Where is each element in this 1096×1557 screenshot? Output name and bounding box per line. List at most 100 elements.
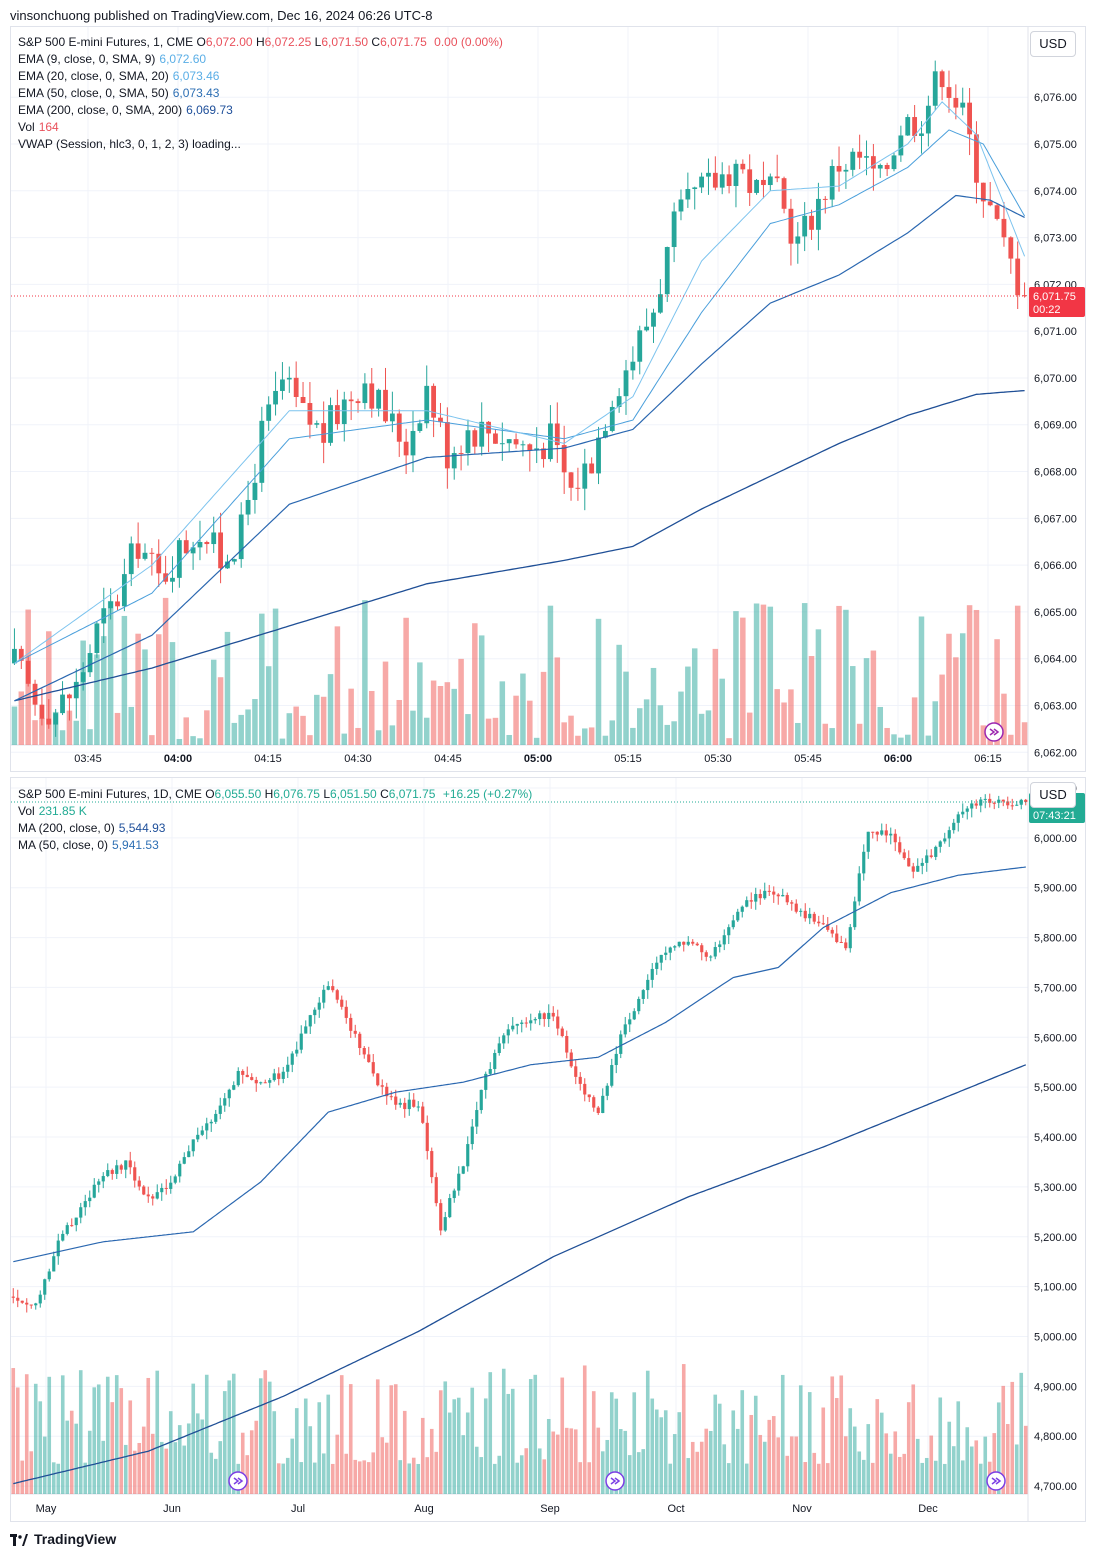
volume-bar (1008, 734, 1014, 745)
legend-vol[interactable]: Vol (18, 804, 35, 818)
volume-bar (78, 1370, 83, 1494)
volume-bar (485, 718, 492, 745)
volume-bar (821, 1407, 826, 1494)
legend-low: 6,051.50 (330, 787, 377, 801)
volume-bar (650, 667, 657, 745)
candle-body (369, 383, 375, 409)
candle-body (38, 1294, 42, 1304)
candle-body (970, 803, 974, 809)
volume-bar (713, 1394, 718, 1494)
intraday-chart-panel[interactable]: 6,062.00 6,063.00 6,064.00 6,065.00 6,066.00… (10, 26, 1086, 772)
volume-bar (704, 1428, 709, 1494)
volume-bar (803, 1462, 808, 1494)
volume-bar (762, 1441, 767, 1494)
volume-bar (155, 634, 162, 745)
candle-body (785, 895, 789, 903)
legend-ema9[interactable]: EMA (9, close, 0, SMA, 9) (18, 52, 156, 66)
volume-bar (254, 1420, 259, 1494)
legend-ema50[interactable]: EMA (50, close, 0, SMA, 50) (18, 86, 169, 100)
volume-bar (947, 1421, 952, 1494)
candle-body (817, 921, 821, 924)
volume-bar (317, 1402, 322, 1494)
candle-body (151, 1196, 155, 1199)
x-tick-label: 04:15 (254, 753, 282, 765)
x-tick-label: Oct (667, 1503, 684, 1515)
candle-body (568, 472, 574, 488)
candle-body (870, 156, 876, 169)
volume-bar (546, 1418, 551, 1494)
volume-bar (353, 1459, 358, 1494)
volume-bar (573, 1429, 578, 1494)
intraday-chart-canvas[interactable]: 6,062.00 6,063.00 6,064.00 6,065.00 6,066.00… (11, 27, 1085, 771)
candle-body (677, 941, 681, 947)
candle-body (733, 163, 739, 186)
volume-bar (483, 1398, 488, 1494)
candle-body (794, 903, 798, 912)
candle-body (809, 215, 814, 230)
candle-body (299, 1033, 303, 1050)
x-tick-label: Nov (792, 1503, 812, 1515)
candle-body (380, 1085, 384, 1087)
volume-bar (650, 1398, 655, 1494)
volume-bar (94, 654, 100, 745)
candle-body (722, 935, 726, 945)
candle-body (880, 830, 884, 835)
candle-body (574, 1066, 578, 1077)
legend-ma200[interactable]: MA (200, close, 0) (18, 821, 115, 835)
legend-ma50[interactable]: MA (50, close, 0) (18, 838, 109, 852)
volume-bar (884, 1433, 889, 1494)
volume-bar (798, 1385, 803, 1494)
volume-bar (708, 1430, 713, 1494)
volume-bar (564, 1427, 569, 1494)
volume-bar (685, 666, 691, 745)
candle-body (980, 182, 986, 202)
x-tick-label: Jul (291, 1503, 305, 1515)
x-tick-label: 04:00 (164, 753, 192, 765)
volume-bar (920, 1462, 925, 1494)
volume-bar (733, 611, 739, 745)
currency-button[interactable]: USD (1030, 782, 1076, 808)
volume-bar (204, 1374, 209, 1494)
daily-chart-panel[interactable]: 4,700.00 4,800.00 4,900.00 5,000.00 5,100.00… (10, 777, 1086, 1522)
volume-bar (699, 1441, 704, 1494)
candle-body (575, 487, 581, 489)
currency-button[interactable]: USD (1030, 31, 1076, 57)
candle-body (383, 389, 388, 422)
candle-body (451, 453, 457, 469)
volume-bar (506, 734, 512, 745)
footer-brand[interactable]: TradingView (10, 1531, 116, 1547)
candle-body (470, 1126, 474, 1145)
candle-body (16, 1297, 20, 1301)
volume-bar (371, 1452, 376, 1494)
legend-vol[interactable]: Vol (18, 120, 35, 134)
volume-bar (42, 1436, 47, 1494)
legend-ema20[interactable]: EMA (20, close, 0, SMA, 20) (18, 69, 169, 83)
candle-body (431, 385, 437, 418)
volume-bar (173, 1442, 178, 1494)
volume-bar (105, 1376, 110, 1494)
candle-body (898, 135, 904, 156)
dividend-marker-icon (986, 1471, 1006, 1491)
candle-body (218, 532, 223, 569)
countdown-label: 07:43:21 (1033, 810, 1076, 822)
volume-bar (141, 1426, 146, 1494)
daily-chart-canvas[interactable]: 4,700.00 4,800.00 4,900.00 5,000.00 5,100.00… (11, 778, 1085, 1521)
volume-bar (123, 1444, 128, 1494)
volume-bar (668, 1463, 673, 1494)
candle-body (938, 841, 942, 847)
candle-body (946, 87, 952, 98)
legend-ema200[interactable]: EMA (200, close, 0, SMA, 200) (18, 103, 183, 117)
volume-bar (478, 635, 485, 745)
candle-body (704, 952, 708, 957)
candle-body (836, 165, 842, 172)
legend-vwap[interactable]: VWAP (Session, hlc3, 0, 1, 2, 3) loading… (18, 137, 241, 151)
candle-body (997, 799, 1001, 803)
candle-body (209, 1121, 213, 1124)
candle-body (293, 377, 299, 397)
volume-bar (956, 1401, 961, 1494)
volume-bar (183, 717, 189, 745)
candle-body (533, 1019, 537, 1021)
candle-body (767, 890, 771, 892)
volume-bar (992, 1433, 997, 1494)
candle-body (349, 1017, 353, 1031)
